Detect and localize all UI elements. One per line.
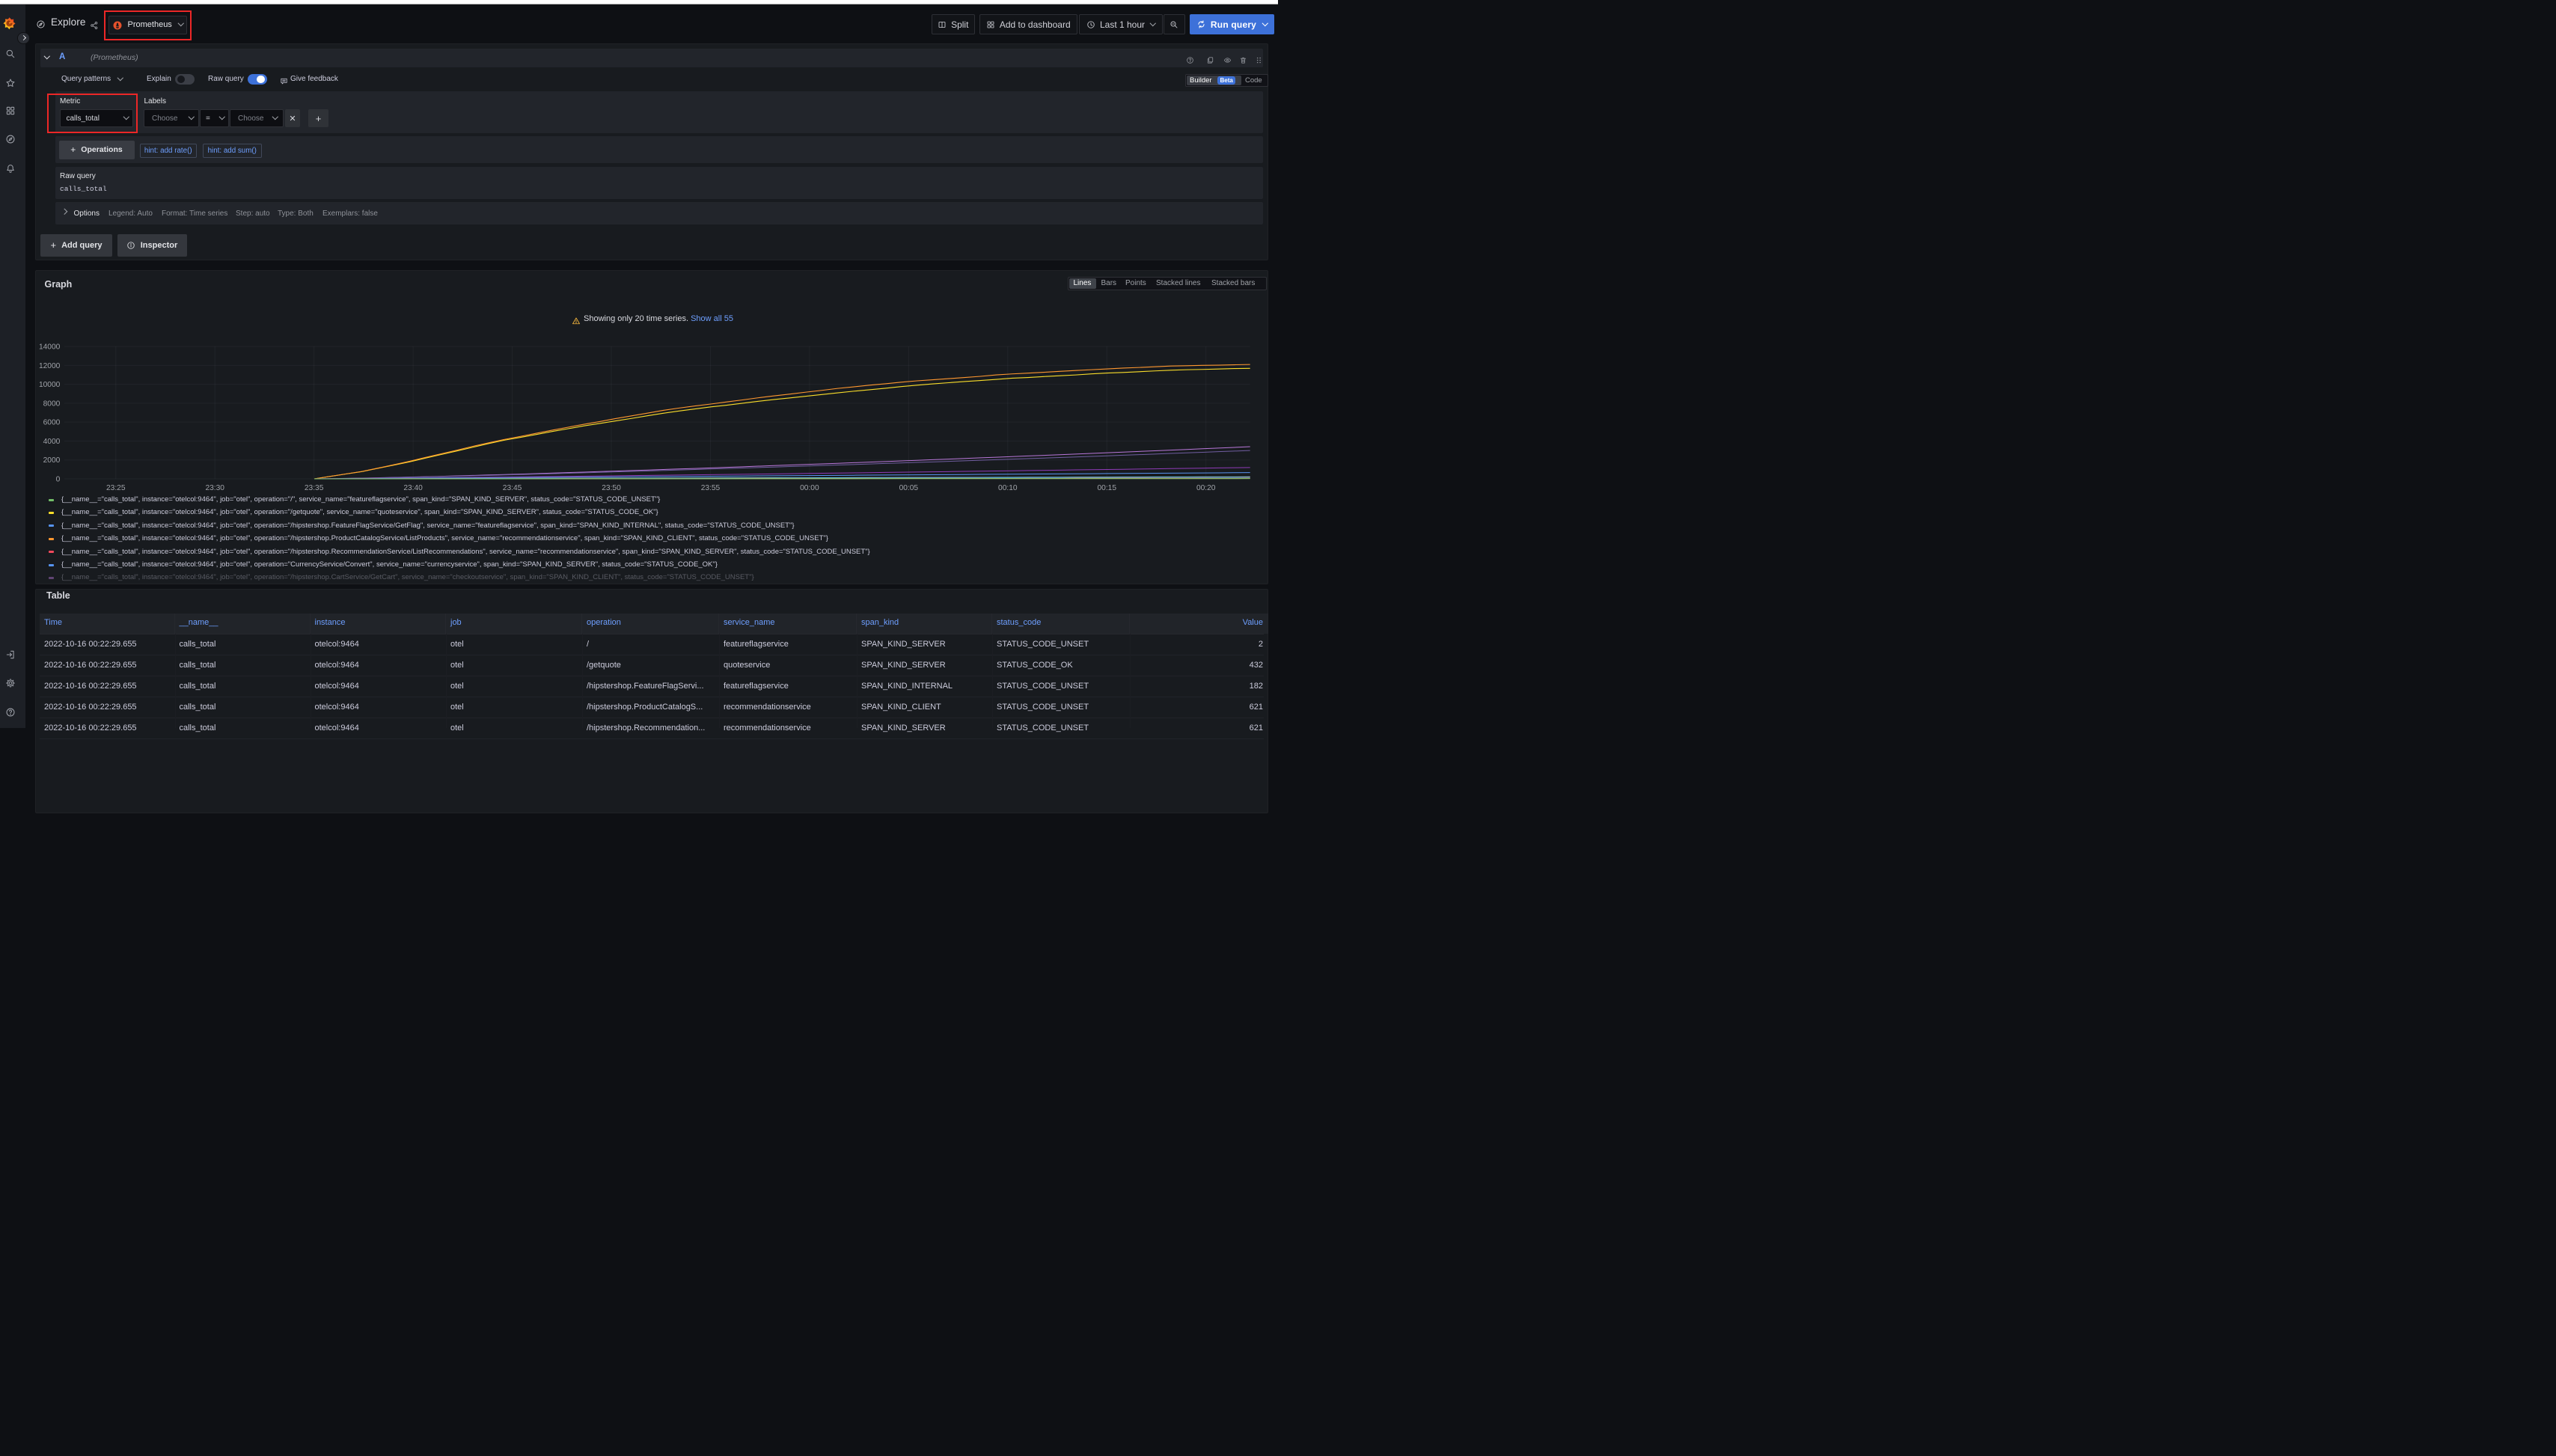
- svg-text:23:55: 23:55: [701, 484, 721, 492]
- svg-text:00:15: 00:15: [1098, 484, 1117, 492]
- svg-text:8000: 8000: [43, 400, 61, 408]
- svg-text:12000: 12000: [39, 362, 61, 370]
- svg-text:00:05: 00:05: [899, 484, 919, 492]
- svg-text:00:10: 00:10: [998, 484, 1018, 492]
- svg-text:0: 0: [56, 475, 61, 483]
- svg-text:23:50: 23:50: [602, 484, 621, 492]
- svg-text:4000: 4000: [43, 438, 61, 446]
- svg-text:23:40: 23:40: [403, 484, 423, 492]
- svg-text:23:25: 23:25: [106, 484, 126, 492]
- svg-text:23:35: 23:35: [305, 484, 324, 492]
- svg-text:14000: 14000: [39, 343, 61, 352]
- svg-text:23:45: 23:45: [503, 484, 522, 492]
- svg-text:23:30: 23:30: [205, 484, 224, 492]
- svg-text:00:00: 00:00: [800, 484, 819, 492]
- svg-text:2000: 2000: [43, 456, 61, 465]
- svg-text:10000: 10000: [39, 381, 61, 389]
- svg-text:6000: 6000: [43, 419, 61, 427]
- svg-text:00:20: 00:20: [1196, 484, 1216, 492]
